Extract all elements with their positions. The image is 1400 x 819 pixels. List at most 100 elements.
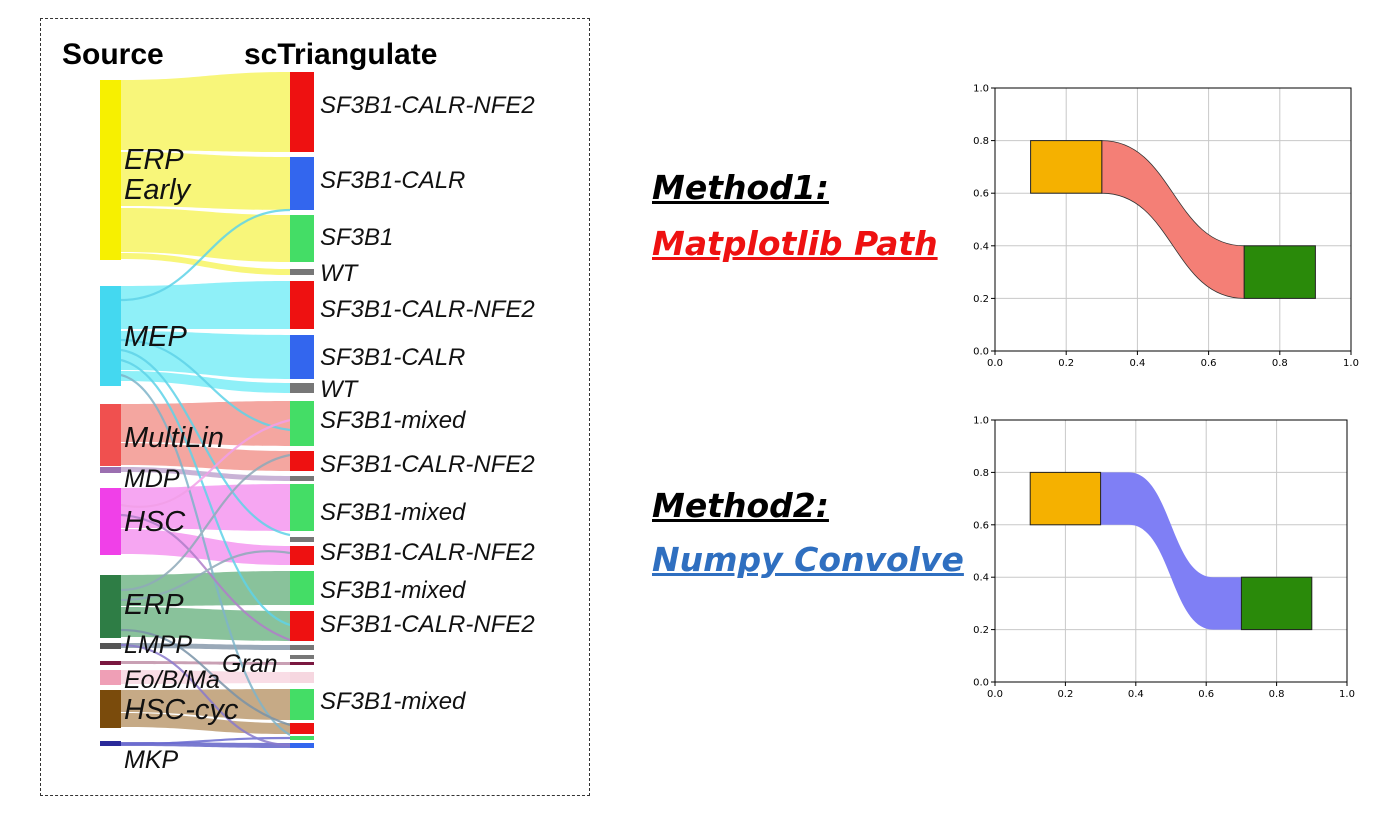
x-tick-label: 0.6 <box>1201 358 1217 369</box>
target-node-mixed <box>290 401 314 446</box>
cross-line <box>120 453 291 592</box>
target-node-nfe2 <box>290 723 314 734</box>
source-node-eo-b-ma <box>100 670 121 685</box>
source-node-erp-early <box>100 80 121 260</box>
node-rect <box>1030 140 1103 194</box>
y-tick-label: 0.4 <box>973 573 989 584</box>
source-node-multilin <box>100 404 121 466</box>
target-node-small <box>290 476 314 481</box>
target-label: SF3B1-CALR-NFE2 <box>320 92 535 119</box>
sankey-flows <box>121 72 290 748</box>
node-rect <box>1243 245 1316 299</box>
y-tick-label: 0.0 <box>973 678 989 689</box>
source-label-mep: MEP <box>124 321 187 353</box>
source-node-mdp <box>100 467 121 473</box>
cross-line <box>120 208 291 302</box>
source-label-gran: Gran <box>222 650 278 678</box>
source-label-lmpp: LMPP <box>124 631 193 659</box>
cross-line <box>120 628 291 727</box>
source-label-line: ERP <box>124 144 184 176</box>
cross-line <box>120 338 291 432</box>
target-label: SF3B1-CALR-NFE2 <box>320 451 535 478</box>
source-node-lmpp <box>100 643 121 649</box>
sankey-target-nodes <box>290 72 314 748</box>
x-tick-label: 0.8 <box>1272 358 1288 369</box>
target-label: SF3B1-CALR <box>320 344 466 371</box>
source-label-erp: ERP <box>124 589 184 621</box>
target-label: SF3B1-CALR-NFE2 <box>320 296 535 323</box>
target-node-calr <box>290 335 314 379</box>
target-label: SF3B1-mixed <box>320 499 466 526</box>
source-label-eo-b-ma: Eo/B/Ma <box>124 666 220 694</box>
cross-line <box>120 550 291 602</box>
cross-line <box>120 418 291 508</box>
flow-multilin-mixed <box>121 401 290 446</box>
flow-lmpp <box>121 643 290 650</box>
x-tick-label: 0.4 <box>1129 358 1145 369</box>
y-tick-label: 1.0 <box>973 84 989 95</box>
flow-erp-early-sf3b1 <box>121 208 290 262</box>
flow-hsc-cyc-nfe2 <box>121 713 290 734</box>
method2-subtitle: Numpy Convolve <box>652 540 964 579</box>
target-node-small <box>290 537 314 542</box>
x-tick-label: 1.0 <box>1343 358 1359 369</box>
flow-hsc-cyc-mixed <box>121 689 290 720</box>
x-tick-label: 0.6 <box>1198 689 1214 700</box>
x-tick-label: 1.0 <box>1339 689 1355 700</box>
flow-hsc-mixed <box>121 484 290 531</box>
target-node-calr <box>290 157 314 210</box>
target-label: SF3B1-CALR-NFE2 <box>320 539 535 566</box>
flow-erp-early-calr <box>121 152 290 210</box>
target-label: SF3B1-mixed <box>320 577 466 604</box>
target-label: WT <box>320 260 358 287</box>
y-tick-label: 0.4 <box>973 241 989 252</box>
target-label: SF3B1-mixed <box>320 407 466 434</box>
sankey-diagram <box>100 72 314 748</box>
sankey-source-nodes <box>100 80 121 746</box>
source-node-mep <box>100 286 121 386</box>
target-node-wt <box>290 383 314 393</box>
sankey-crossing-lines <box>120 208 291 747</box>
source-label-line: Early <box>124 174 191 206</box>
cross-line <box>120 348 291 537</box>
flow-erp-mixed <box>121 571 290 606</box>
flow-multilin-nfe2 <box>121 443 290 471</box>
flow-erp-early-nfe2 <box>121 72 290 152</box>
flow-band <box>1101 140 1245 299</box>
target-label: WT <box>320 376 358 403</box>
source-label-multilin: MultiLin <box>124 422 224 454</box>
target-node-mixed <box>290 689 314 720</box>
sankey-header-source: Source <box>62 38 164 71</box>
source-label-hsc-cyc: HSC-cyc <box>124 694 239 726</box>
target-node-small <box>290 645 314 650</box>
method1-title: Method1: <box>652 168 829 207</box>
target-node-wt <box>290 269 314 275</box>
x-tick-label: 0.0 <box>987 358 1003 369</box>
source-node-gran <box>100 661 121 665</box>
flow-band <box>1100 472 1242 630</box>
x-tick-label: 0.2 <box>1057 689 1073 700</box>
cross-line <box>120 373 291 736</box>
x-tick-label: 0.4 <box>1128 689 1144 700</box>
target-node-small <box>290 662 314 665</box>
cross-line <box>120 643 291 747</box>
cross-line <box>120 358 291 627</box>
source-label-mdp: MDP <box>124 465 180 493</box>
y-tick-label: 0.2 <box>973 625 989 636</box>
target-node-sf3b1 <box>290 215 314 262</box>
target-node-mixed <box>290 571 314 605</box>
target-node-small <box>290 655 314 659</box>
target-node-nfe2 <box>290 281 314 329</box>
source-label-erp-early: ERP Early <box>124 145 190 205</box>
source-node-hsc-cyc <box>100 690 121 728</box>
target-label: SF3B1-CALR <box>320 167 466 194</box>
cross-line <box>120 513 291 642</box>
y-tick-label: 0.6 <box>973 189 989 200</box>
flow-gran <box>121 661 290 665</box>
y-tick-label: 0.2 <box>973 294 989 305</box>
y-tick-label: 1.0 <box>973 416 989 427</box>
flow-mep-nfe2 <box>121 281 290 329</box>
target-node-small <box>290 743 314 748</box>
source-label-hsc: HSC <box>124 506 186 538</box>
source-node-erp <box>100 575 121 638</box>
